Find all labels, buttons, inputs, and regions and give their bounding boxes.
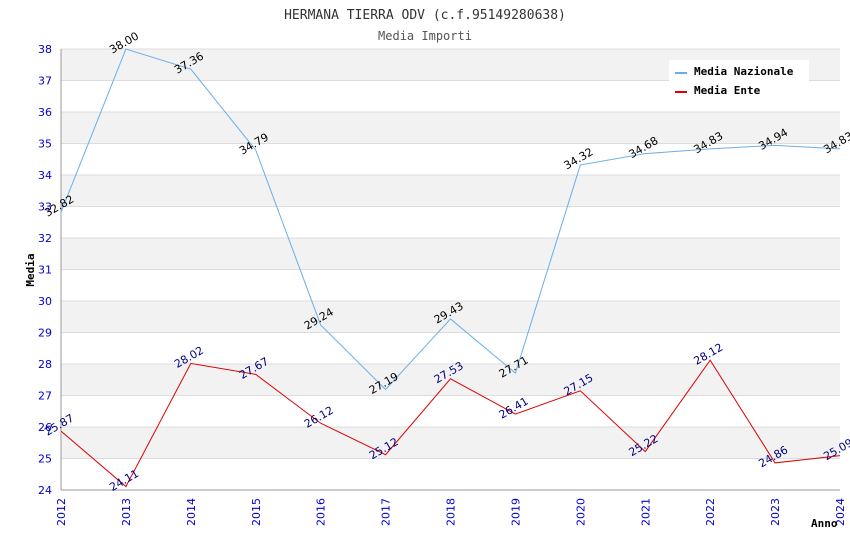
x-tick-label: 2023 [769,498,782,526]
y-tick-label: 36 [38,106,52,119]
y-tick-label: 33 [38,201,52,214]
chart-title: HERMANA TIERRA ODV (c.f.95149280638) [284,8,566,23]
chart-subtitle: Media Importi [378,29,472,43]
grid-bands [61,49,840,459]
grid-band [61,301,840,333]
x-tick-label: 2015 [250,498,263,526]
y-tick-label: 27 [38,390,52,403]
y-tick-label: 30 [38,295,52,308]
legend-label-media-nazionale: Media Nazionale [694,65,794,78]
x-tick-label: 2016 [315,498,328,526]
y-tick-label: 34 [38,169,52,182]
series-line-media-nazionale [60,48,841,391]
y-tick-labels: 24 25 26 27 28 29 30 31 32 33 34 35 36 37 38 [38,43,52,497]
x-tick-label: 2022 [704,498,717,526]
y-tick-label: 29 [38,327,52,340]
grid-band [61,175,840,207]
y-tick-label: 28 [38,358,52,371]
series-lines [60,48,841,488]
x-tick-labels: 2012 2013 2014 2015 2016 2017 2018 2019 2020 2021… [55,498,847,526]
series-line-media-ente [60,359,841,488]
x-tick-label: 2017 [380,498,393,526]
y-tick-label: 32 [38,232,52,245]
data-label: 26.41 [497,395,531,422]
legend-box [669,60,809,102]
y-tick-label: 25 [38,453,52,466]
grid-band [61,112,840,144]
y-tick-label: 37 [38,75,52,88]
data-label: 32.82 [42,193,76,220]
x-tick-label: 2013 [120,498,133,526]
y-tick-label: 26 [38,421,52,434]
x-tick-label: 2019 [509,498,522,526]
x-tick-label: 2018 [445,498,458,526]
y-tick-label: 31 [38,264,52,277]
axes [60,49,840,491]
x-tick-label: 2014 [185,498,198,526]
y-tick-label: 24 [38,484,52,497]
y-tick-label: 38 [38,43,52,56]
data-label: 34.32 [562,145,596,172]
legend-label-media-ente: Media Ente [694,84,761,97]
y-tick-label: 35 [38,138,52,151]
x-tick-label: 2020 [574,498,587,526]
x-axis-label: Anno [811,517,838,530]
x-tick-label: 2012 [55,498,68,526]
legend: Media Nazionale Media Ente [669,60,809,102]
grid-band [61,364,840,396]
x-tick-label: 2024 [834,498,847,526]
x-tick-label: 2021 [639,498,652,526]
grid-band [61,238,840,270]
y-axis-label: Media [24,253,37,286]
grid-band [61,427,840,459]
